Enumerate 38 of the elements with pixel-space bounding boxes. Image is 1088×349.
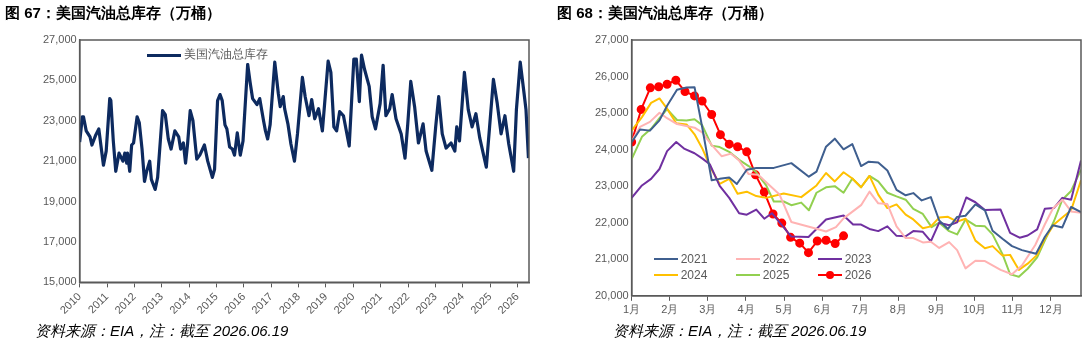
x-tick-label: 1月 <box>623 303 641 316</box>
legend-label: 2022 <box>762 251 790 266</box>
y-tick-label: 20,000 <box>594 288 629 301</box>
legend-label: 2021 <box>680 251 708 266</box>
legend-label: 2025 <box>762 267 790 282</box>
y-tick-label: 24,000 <box>594 142 629 155</box>
y-tick-label: 19,000 <box>42 194 77 207</box>
text: 资料来源：EIA，注：截至 2026.06.19 <box>613 322 867 341</box>
x-tick-label: 5月 <box>775 303 793 316</box>
x-tick-label: 2月 <box>661 303 679 316</box>
legend-label: 2023 <box>844 251 872 266</box>
x-tick-label: 7月 <box>851 303 869 316</box>
y-tick-label: 23,000 <box>594 179 629 192</box>
y-tick-label: 25,000 <box>42 73 77 86</box>
y-tick-label: 23,000 <box>42 113 77 126</box>
y-tick-label: 21,000 <box>42 154 77 167</box>
y-tick-label: 26,000 <box>594 69 629 82</box>
legend-label: 2026 <box>844 267 872 282</box>
x-tick-label: 3月 <box>699 303 717 316</box>
legend-label: 2024 <box>680 267 708 282</box>
x-tick-label: 8月 <box>889 303 907 316</box>
text: 资料来源：EIA，注：截至 2026.06.19 <box>35 322 289 341</box>
y-tick-label: 25,000 <box>594 106 629 119</box>
y-tick-label: 15,000 <box>42 275 77 288</box>
y-tick-label: 27,000 <box>594 33 629 46</box>
y-tick-label: 17,000 <box>42 235 77 247</box>
y-tick-label: 21,000 <box>594 252 629 265</box>
x-tick-label: 11月 <box>1001 303 1024 316</box>
chart-title: 图 67：美国汽油总库存（万桶） <box>5 4 221 23</box>
y-tick-label: 22,000 <box>594 215 629 228</box>
x-tick-label: 4月 <box>737 303 755 316</box>
x-tick-label: 12月 <box>1039 303 1063 316</box>
y-tick-label: 27,000 <box>42 33 77 46</box>
x-tick-label: 6月 <box>813 303 831 316</box>
x-tick-label: 10月 <box>963 303 987 316</box>
x-tick-label: 9月 <box>927 303 946 316</box>
legend-label: 美国汽油总库存 <box>184 46 269 63</box>
chart-title: 图 68：美国汽油总库存（万桶） <box>557 4 773 23</box>
